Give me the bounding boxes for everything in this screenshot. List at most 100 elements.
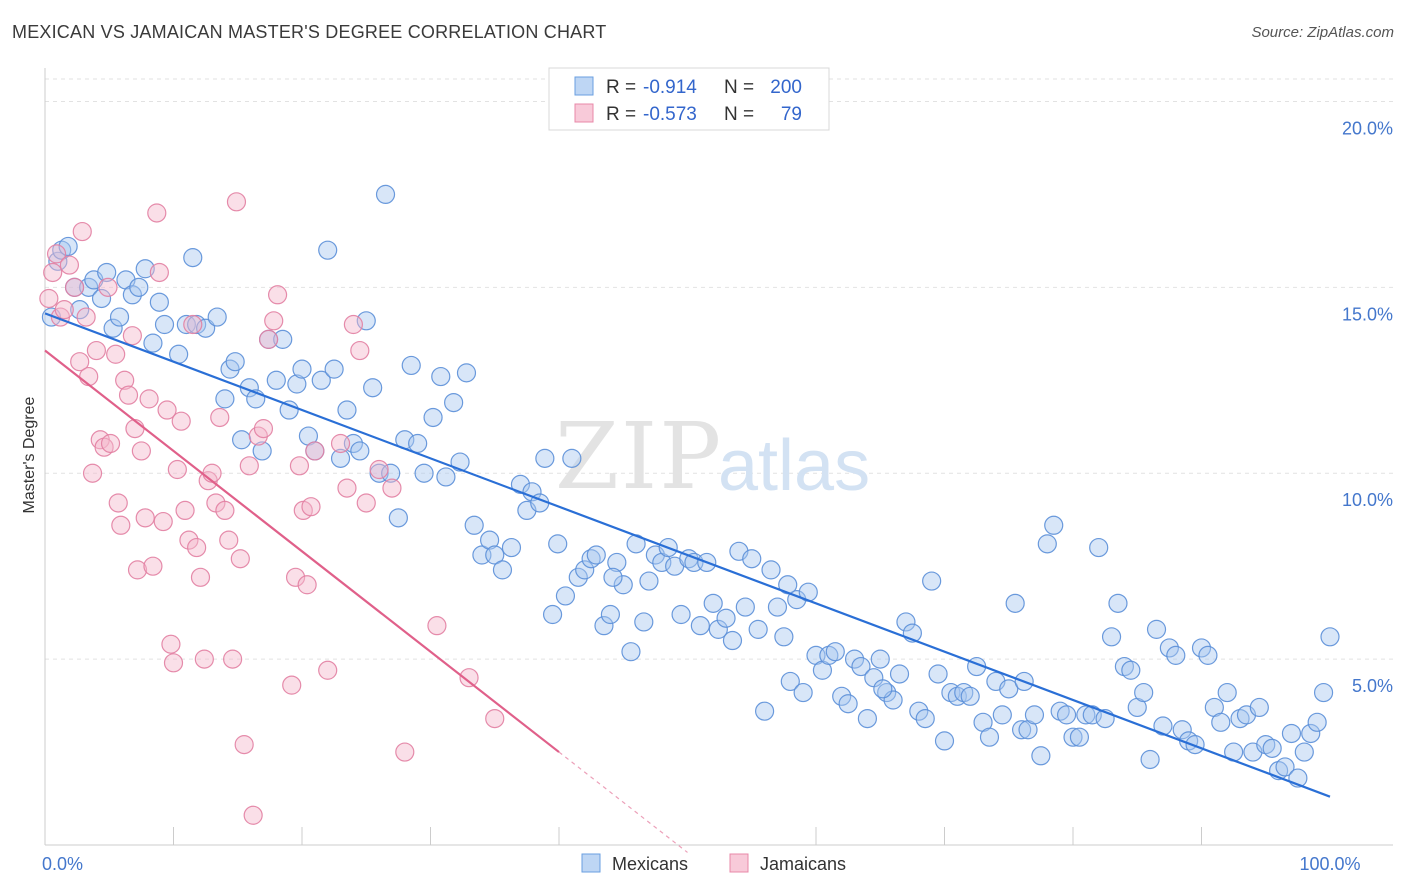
legend: R = -0.914 N = 200 R = -0.573 N = 79: [548, 67, 830, 131]
point-mexicans-186: [1262, 738, 1282, 758]
point-mexicans-184: [1249, 697, 1269, 718]
point-mexicans-21: [183, 248, 203, 268]
point-mexicans-48: [363, 378, 383, 398]
point-jamaicans-20: [115, 370, 135, 390]
point-mexicans-120: [838, 694, 858, 714]
point-mexicans-67: [492, 560, 513, 580]
point-mexicans-9: [97, 262, 117, 283]
point-mexicans-15: [135, 259, 155, 279]
bottom-legend-mexicans: Mexicans: [612, 854, 688, 874]
legend-r-label-2: R =: [606, 104, 636, 125]
legend-n-label-1: N =: [724, 77, 754, 98]
point-mexicans-31: [252, 441, 272, 461]
point-mexicans-164: [1121, 660, 1141, 680]
point-mexicans-169: [1153, 716, 1173, 736]
point-jamaicans-72: [356, 493, 376, 513]
point-jamaicans-44: [202, 463, 222, 483]
point-mexicans-28: [232, 430, 252, 450]
point-jamaicans-67: [318, 660, 338, 680]
point-jamaicans-26: [135, 508, 155, 528]
point-mexicans-146: [1005, 593, 1025, 613]
point-mexicans-133: [922, 571, 942, 591]
axes: [44, 68, 1393, 846]
trend-line-jamaicans: [44, 349, 560, 753]
point-mexicans-77: [562, 448, 582, 468]
point-mexicans-84: [607, 552, 627, 573]
point-mexicans-179: [1217, 682, 1237, 703]
point-mexicans-102: [722, 630, 743, 651]
trend-lines: [44, 312, 1331, 853]
point-mexicans-147: [1011, 720, 1032, 740]
point-jamaicans-47: [215, 500, 235, 521]
point-jamaicans-2: [46, 244, 67, 264]
point-jamaicans-7: [70, 352, 90, 372]
point-mexicans-20: [176, 314, 196, 335]
point-jamaicans-68: [330, 433, 351, 454]
point-jamaicans-4: [54, 300, 74, 320]
point-mexicans-162: [1108, 593, 1128, 613]
point-jamaicans-38: [179, 530, 199, 550]
point-jamaicans-77: [459, 668, 479, 688]
point-mexicans-152: [1044, 515, 1064, 535]
point-mexicans-34: [273, 329, 293, 349]
point-mexicans-189: [1281, 723, 1302, 744]
point-mexicans-150: [1031, 746, 1051, 766]
point-jamaicans-53: [239, 456, 259, 476]
point-mexicans-196: [603, 567, 623, 587]
point-jamaicans-64: [297, 575, 317, 595]
point-mexicans-151: [1037, 534, 1057, 554]
watermark-zip: ZIP: [555, 403, 723, 510]
bottom-legend-jamaicans: Jamaicans: [760, 854, 846, 874]
point-jamaicans-49: [223, 649, 243, 669]
chart-title: MEXICAN VS JAMAICAN MASTER'S DEGREE CORR…: [12, 22, 607, 42]
y-tick-label-1: 10.0%: [1342, 490, 1393, 510]
point-jamaicans-35: [167, 459, 187, 480]
point-mexicans-126: [877, 682, 897, 703]
point-mexicans-16: [143, 333, 163, 353]
point-jamaicans-12: [86, 340, 107, 361]
source-label: Source: ZipAtlas.com: [1251, 24, 1394, 41]
point-jamaicans-29: [147, 203, 167, 223]
point-mexicans-56: [414, 463, 434, 483]
point-jamaicans-71: [350, 340, 370, 361]
point-mexicans-74: [542, 604, 563, 625]
y-tick-label-0: 5.0%: [1352, 676, 1393, 696]
point-jamaicans-57: [258, 329, 279, 349]
point-mexicans-154: [1056, 705, 1077, 725]
point-mexicans-88: [634, 612, 654, 632]
point-mexicans-198: [873, 679, 893, 699]
point-mexicans-142: [979, 727, 1000, 747]
point-mexicans-188: [1275, 757, 1295, 777]
point-mexicans-156: [1069, 727, 1090, 747]
y-axis-label: Master's Degree: [21, 396, 38, 513]
point-mexicans-57: [423, 407, 443, 428]
y-tick-label-3: 20.0%: [1342, 118, 1393, 138]
point-jamaicans-76: [427, 616, 447, 636]
point-mexicans-134: [928, 664, 948, 684]
point-jamaicans-1: [43, 262, 63, 283]
point-mexicans-176: [1198, 645, 1218, 665]
point-mexicans-61: [450, 452, 470, 472]
point-jamaicans-39: [183, 314, 203, 335]
point-mexicans-76: [555, 586, 576, 606]
x-tick-label-0: 0.0%: [42, 854, 83, 874]
series-mexicans: [41, 184, 1340, 788]
point-mexicans-192: [1301, 723, 1321, 744]
point-jamaicans-48: [219, 530, 239, 550]
point-mexicans-47: [356, 311, 376, 331]
point-mexicans-78: [568, 567, 588, 587]
point-mexicans-85: [613, 575, 633, 595]
point-mexicans-129: [896, 612, 916, 632]
point-mexicans-1: [48, 251, 68, 271]
point-mexicans-155: [1063, 727, 1083, 747]
point-mexicans-73: [535, 448, 555, 468]
point-jamaicans-40: [187, 537, 207, 558]
point-mexicans-168: [1146, 619, 1167, 639]
point-jamaicans-0: [39, 288, 59, 309]
point-mexicans-166: [1134, 682, 1154, 703]
point-jamaicans-6: [64, 277, 85, 297]
legend-swatch-mexicans: [574, 76, 594, 96]
point-mexicans-43: [330, 448, 351, 468]
point-mexicans-60: [444, 392, 464, 413]
